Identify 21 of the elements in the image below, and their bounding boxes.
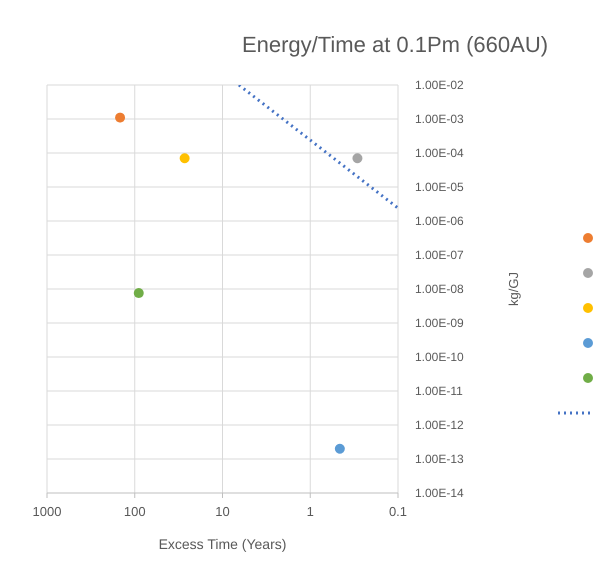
x-tick-label: 10 bbox=[215, 504, 230, 519]
x-tick-label: 1 bbox=[306, 504, 314, 519]
x-tick-label: 0.1 bbox=[388, 504, 408, 519]
y-tick-label: 1.00E-06 bbox=[415, 214, 464, 228]
y-tick-label: 1.00E-05 bbox=[415, 180, 464, 194]
y-tick-label: 1.00E-08 bbox=[415, 282, 464, 296]
x-tick-label: 100 bbox=[124, 504, 146, 519]
y-tick-label: 1.00E-03 bbox=[415, 112, 464, 126]
y-tick-label: 1.00E-12 bbox=[415, 418, 464, 432]
y-tick-label: 1.00E-02 bbox=[415, 78, 464, 92]
y-tick-label: 1.00E-10 bbox=[415, 350, 464, 364]
y-tick-label: 1.00E-09 bbox=[415, 316, 464, 330]
y-tick-label: 1.00E-14 bbox=[415, 486, 464, 500]
y-axis-title: kg/GJ bbox=[506, 272, 521, 306]
chart-title: Energy/Time at 0.1Pm (660AU) bbox=[242, 32, 548, 57]
y-tick-label: 1.00E-13 bbox=[415, 452, 464, 466]
x-tick-label: 1000 bbox=[32, 504, 62, 519]
y-tick-label: 1.00E-04 bbox=[415, 146, 464, 160]
y-tick-label: 1.00E-07 bbox=[415, 248, 464, 262]
x-axis-title: Excess Time (Years) bbox=[158, 536, 286, 552]
y-tick-label: 1.00E-11 bbox=[415, 384, 464, 398]
